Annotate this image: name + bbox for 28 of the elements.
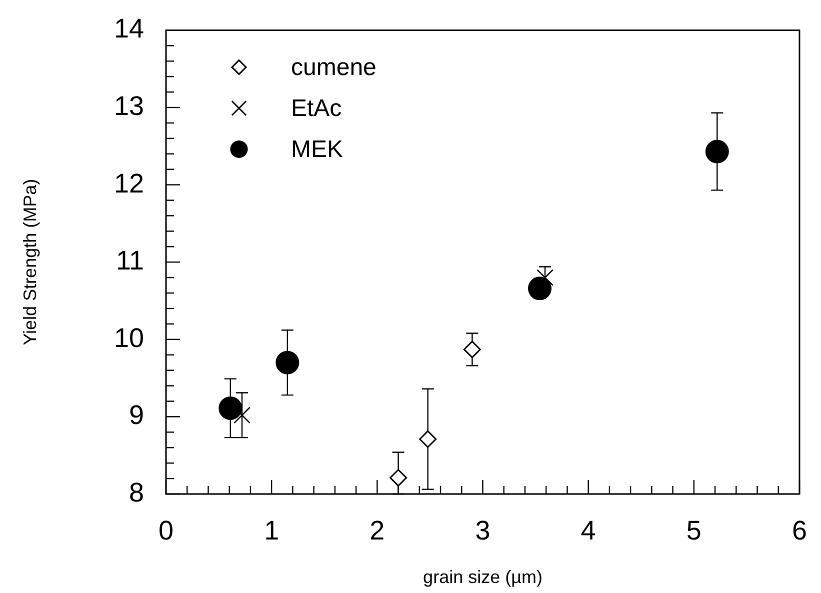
y-tick-label: 9	[128, 400, 144, 430]
point	[419, 430, 437, 448]
x-tick-label: 5	[686, 516, 702, 546]
point	[463, 340, 481, 358]
point	[705, 140, 729, 164]
y-tick-label: 8	[128, 477, 144, 508]
x-tick-label: 6	[792, 516, 808, 546]
point	[390, 469, 408, 487]
x-tick-label: 0	[158, 516, 174, 546]
point	[218, 396, 242, 420]
point	[234, 406, 250, 424]
legend-label: cumene	[291, 54, 376, 81]
y-tick-label: 11	[116, 246, 144, 276]
y-tick-label: 12	[114, 168, 144, 198]
legend-label: EtAc	[291, 94, 342, 122]
point	[276, 350, 300, 374]
y-tick-label: 14	[114, 14, 144, 44]
legend-label: MEK	[291, 136, 344, 163]
x-axis-title: grain size (µm)	[423, 567, 542, 588]
x-tick-label: 3	[475, 516, 490, 546]
y-tick-label: 10	[114, 322, 144, 353]
point	[528, 276, 552, 300]
x-tick-label: 1	[264, 516, 280, 546]
y-axis-title: Yield Strength (MPa)	[20, 178, 40, 346]
point	[536, 269, 554, 286]
x-tick-label: 2	[370, 516, 385, 546]
y-tick-label: 13	[114, 90, 144, 121]
x-tick-label: 4	[580, 516, 596, 546]
